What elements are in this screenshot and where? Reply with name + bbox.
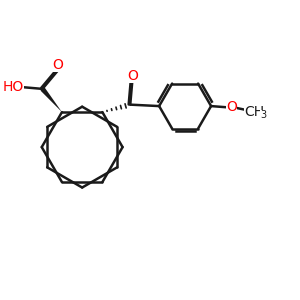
Polygon shape (40, 87, 62, 112)
Text: O: O (52, 58, 63, 72)
Text: CH: CH (244, 105, 264, 119)
Text: O: O (127, 69, 138, 83)
Text: HO: HO (3, 80, 24, 94)
Text: O: O (226, 100, 237, 114)
Text: 3: 3 (260, 110, 266, 120)
